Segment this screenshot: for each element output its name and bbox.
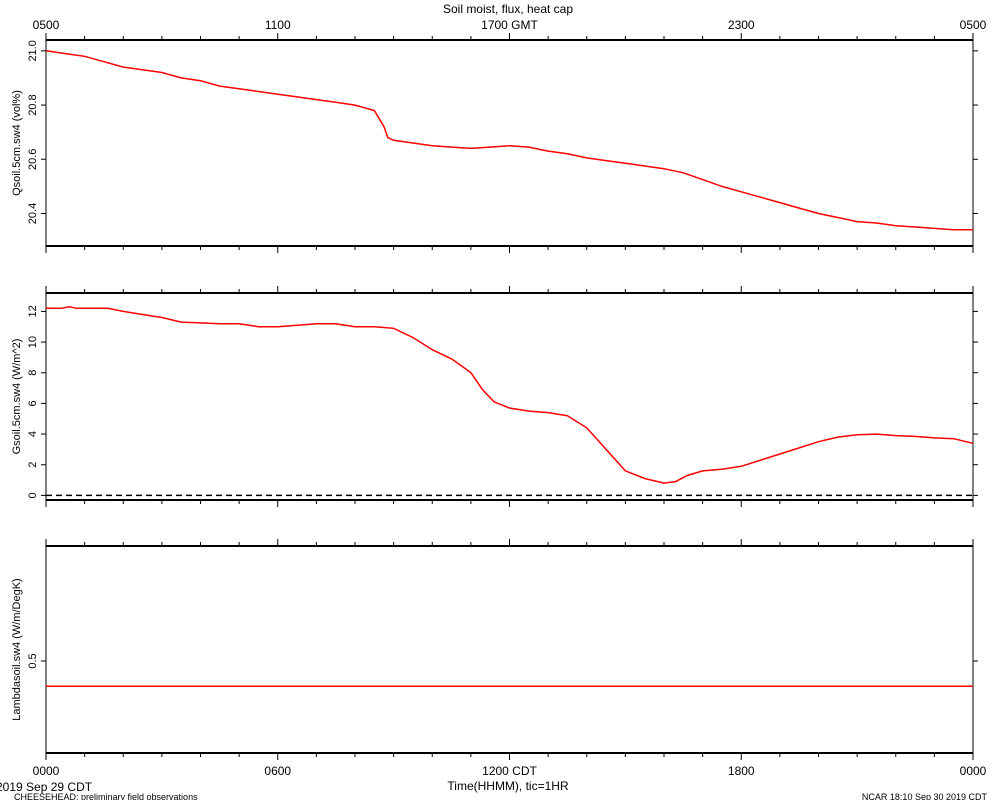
- plot-frame: [45, 292, 974, 501]
- y-tick-label: 10: [27, 336, 39, 348]
- series-line: [45, 50, 973, 231]
- bottom-axis-tick-label: 0000: [960, 764, 987, 778]
- y-tick-label: 0.5: [27, 653, 39, 668]
- y-tick-label: 20.8: [27, 94, 39, 115]
- bottom-axis-tick-label: 0000: [33, 764, 60, 778]
- footer-note-left: CHEESEHEAD: preliminary field observatio…: [14, 792, 198, 800]
- footer-date: 2019 Sep 29 CDT: [0, 780, 93, 794]
- y-axis-label: Qsoil.5cm.sw4 (vol%): [11, 90, 23, 196]
- bottom-axis-label: Time(HHMM), tic=1HR: [447, 779, 569, 793]
- y-axis-label: Lambdasoil.sw4 (W/m/DegK): [11, 578, 23, 720]
- bottom-axis-tick-label: 1800: [728, 764, 755, 778]
- y-tick-label: 4: [27, 431, 39, 437]
- bottom-axis-tick-label: 1200 CDT: [482, 764, 537, 778]
- chart-panel-1: 20.4 20.6 20.8 21.0 Qsoil.5cm.sw4 (vol%): [11, 33, 978, 253]
- y-axis-label: Gsoil.5cm.sw4 (W/m^2): [11, 339, 23, 455]
- top-axis-tick-label: 2300: [728, 18, 755, 32]
- y-tick-label: 12: [27, 305, 39, 317]
- top-axis-tick-label: 1100: [265, 18, 291, 32]
- chart-panel-2: 0 2 4 6 8 10 12 Gsoil.5cm.sw4 (W/m^2): [11, 286, 978, 507]
- plot-frame: [45, 39, 974, 247]
- y-tick-label: 0: [27, 492, 39, 498]
- chart-panel-3: 0.5 Lambdasoil.sw4 (W/m/DegK): [11, 539, 978, 760]
- y-tick-label: 20.6: [27, 149, 39, 170]
- y-tick-label: 2: [27, 462, 39, 468]
- top-axis-tick-label: 0500: [960, 18, 987, 32]
- y-tick-label: 21.0: [27, 40, 39, 61]
- series-line: [46, 306, 974, 484]
- bottom-axis-tick-label: 0600: [264, 764, 291, 778]
- y-tick-label: 6: [27, 400, 39, 406]
- top-axis-tick-label: 0500: [33, 18, 60, 32]
- plot-frame: [45, 545, 974, 754]
- chart-title: Soil moist, flux, heat cap: [443, 2, 573, 16]
- y-tick-label: 8: [27, 370, 39, 376]
- footer-note-right: NCAR 18:10 Sep 30 2019 CDT: [862, 792, 988, 800]
- y-tick-label: 20.4: [27, 203, 39, 224]
- top-axis-tick-label: 1700 GMT: [481, 18, 538, 32]
